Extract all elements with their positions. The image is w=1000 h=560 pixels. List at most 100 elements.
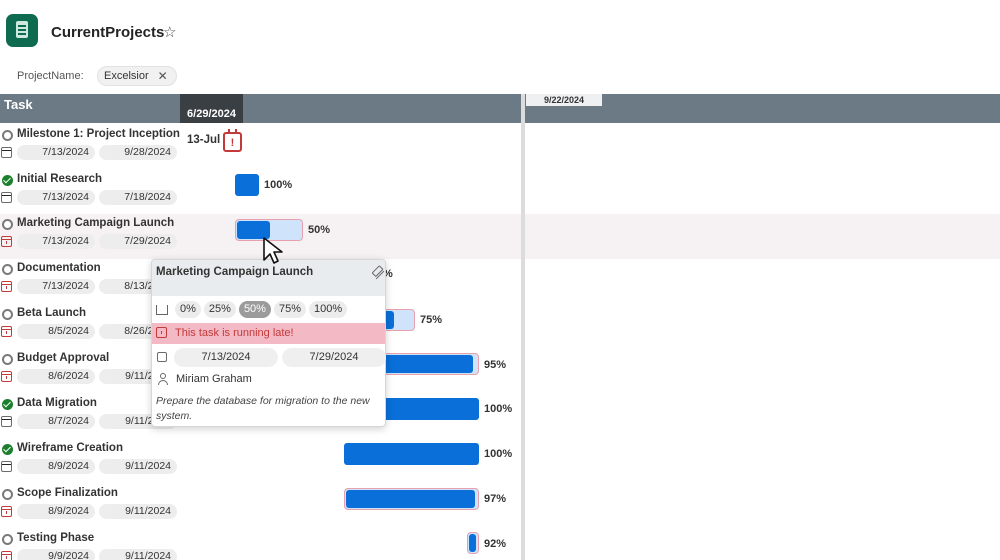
task-start-date[interactable]: 9/9/2024 <box>17 549 95 560</box>
current-date-marker: 6/29/2024 <box>180 94 243 123</box>
assignee-row: Miriam Graham <box>156 372 384 388</box>
task-name[interactable]: Data Migration <box>17 397 97 409</box>
task-bar-percent: 100% <box>484 448 513 460</box>
task-end-date[interactable]: 9/11/2024 <box>99 504 177 519</box>
status-circle-icon[interactable] <box>2 489 13 500</box>
task-bar[interactable] <box>344 443 479 465</box>
task-start-date[interactable]: 8/9/2024 <box>17 504 95 519</box>
task-bar-percent: 50% <box>308 224 331 236</box>
task-bar[interactable] <box>235 219 303 241</box>
calendar-icon <box>1 147 12 158</box>
calendar-icon <box>1 416 12 427</box>
late-calendar-icon <box>1 236 12 247</box>
progress-option-50[interactable]: 50% <box>238 301 271 318</box>
task-bar[interactable] <box>380 353 479 375</box>
popup-header: Marketing Campaign Launch <box>152 260 385 296</box>
mouse-pointer-icon <box>263 237 283 264</box>
task-end-date[interactable]: 7/29/2024 <box>99 234 177 249</box>
task-header-label: Task <box>4 97 33 112</box>
task-bar[interactable] <box>467 532 479 554</box>
popup-dates: 7/13/2024 7/29/2024 <box>156 348 386 367</box>
late-calendar-icon <box>1 326 12 337</box>
task-start-date[interactable]: 8/6/2024 <box>17 369 95 384</box>
status-circle-icon[interactable] <box>2 354 13 365</box>
filter-chip[interactable]: Excelsior ✕ <box>97 66 177 86</box>
task-start-date[interactable]: 8/5/2024 <box>17 324 95 339</box>
task-row[interactable]: Scope Finalization 8/9/2024 9/11/2024 <box>0 484 521 529</box>
task-name[interactable]: Initial Research <box>17 173 103 185</box>
popup-title: Marketing Campaign Launch <box>156 266 314 278</box>
progress-icon <box>156 304 168 315</box>
task-name[interactable]: Testing Phase <box>17 532 95 544</box>
task-description: Prepare the database for migration to th… <box>156 395 370 422</box>
status-circle-icon[interactable] <box>2 309 13 320</box>
person-icon <box>158 373 168 385</box>
task-name[interactable]: Scope Finalization <box>17 487 118 499</box>
task-bar-percent: % <box>383 268 393 280</box>
task-name[interactable]: Marketing Campaign Launch <box>17 217 175 229</box>
end-date-field[interactable]: 7/29/2024 <box>282 348 386 367</box>
task-start-date[interactable]: 8/7/2024 <box>17 414 95 429</box>
late-calendar-icon <box>1 551 12 560</box>
progress-option-0[interactable]: 0% <box>175 301 201 318</box>
favorite-star-icon[interactable]: ☆ <box>163 24 177 41</box>
task-name[interactable]: Wireframe Creation <box>17 442 123 454</box>
task-name[interactable]: Documentation <box>17 262 101 274</box>
task-row[interactable]: Initial Research 7/13/2024 7/18/2024 <box>0 170 521 215</box>
task-start-date[interactable]: 7/13/2024 <box>17 234 95 249</box>
assignee-name[interactable]: Miriam Graham <box>176 373 252 385</box>
status-circle-icon[interactable] <box>2 264 13 275</box>
completed-check-icon[interactable] <box>2 444 13 455</box>
completed-check-icon[interactable] <box>2 399 13 410</box>
date-range-icon <box>157 352 167 362</box>
late-warning-text: This task is running late! <box>175 327 294 339</box>
task-start-date[interactable]: 7/13/2024 <box>17 279 95 294</box>
task-name[interactable]: Budget Approval <box>17 352 110 364</box>
task-bar-percent: 100% <box>484 403 513 415</box>
task-name[interactable]: Beta Launch <box>17 307 87 319</box>
task-start-date[interactable]: 7/13/2024 <box>17 145 95 160</box>
milestone-calendar-icon[interactable]: ! <box>223 129 242 152</box>
task-end-date[interactable]: 9/11/2024 <box>99 459 177 474</box>
timeline-header: 9/22/2024 <box>525 94 1000 123</box>
start-date-field[interactable]: 7/13/2024 <box>174 348 278 367</box>
task-start-date[interactable]: 7/13/2024 <box>17 190 95 205</box>
task-row[interactable]: Milestone 1: Project Inception 7/13/2024 9… <box>0 125 521 170</box>
progress-option-100[interactable]: 100% <box>309 301 348 318</box>
progress-option-25[interactable]: 25% <box>203 301 236 318</box>
calendar-icon <box>1 461 12 472</box>
edit-pencil-icon[interactable] <box>368 263 385 280</box>
task-column-header: Task <box>0 94 522 123</box>
task-row[interactable]: Budget Approval 8/6/2024 9/11/2024 <box>0 349 521 394</box>
task-end-date[interactable]: 7/18/2024 <box>99 190 177 205</box>
remove-filter-icon[interactable]: ✕ <box>157 69 168 83</box>
task-bar-percent: 100% <box>264 179 293 191</box>
task-bar[interactable] <box>380 398 479 420</box>
task-bar[interactable] <box>344 488 479 510</box>
progress-option-75[interactable]: 75% <box>273 301 306 318</box>
app-logo-icon <box>6 14 38 47</box>
row-highlight-right <box>525 214 1000 259</box>
task-start-date[interactable]: 8/9/2024 <box>17 459 95 474</box>
completed-check-icon[interactable] <box>2 175 13 186</box>
late-calendar-icon <box>1 371 12 382</box>
task-end-date[interactable]: 9/11/2024 <box>99 549 177 560</box>
status-circle-icon[interactable] <box>2 130 13 141</box>
task-bar-percent: 75% <box>420 314 443 326</box>
task-bar[interactable] <box>235 174 259 196</box>
task-row[interactable]: Wireframe Creation 8/9/2024 9/11/2024 <box>0 439 521 484</box>
filter-chip-value: Excelsior <box>104 70 149 82</box>
late-calendar-icon <box>156 327 167 338</box>
list-title: CurrentProjects <box>51 24 165 41</box>
progress-selector: 0% 25% 50% 75% 100% <box>156 301 348 318</box>
task-bar-percent: 97% <box>484 493 507 505</box>
task-row[interactable]: Testing Phase 9/9/2024 9/11/2024 <box>0 529 521 560</box>
status-circle-icon[interactable] <box>2 534 13 545</box>
task-end-date[interactable]: 9/28/2024 <box>99 145 177 160</box>
milestone-date-label: 13-Jul <box>187 134 221 146</box>
status-circle-icon[interactable] <box>2 219 13 230</box>
task-bar-percent: 92% <box>484 538 507 550</box>
pane-splitter[interactable] <box>521 94 525 560</box>
task-name[interactable]: Milestone 1: Project Inception <box>17 128 180 140</box>
